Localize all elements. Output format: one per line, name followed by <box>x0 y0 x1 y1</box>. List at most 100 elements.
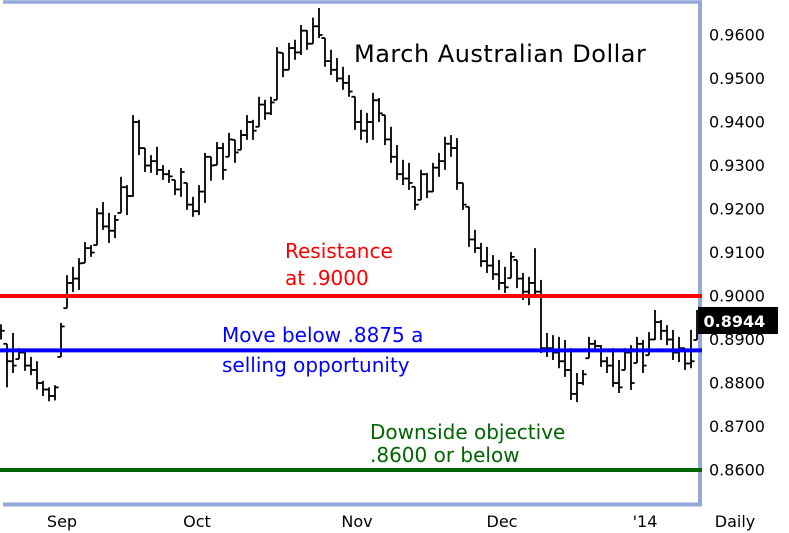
price-bar <box>159 165 167 180</box>
price-bar <box>213 142 221 166</box>
price-bar <box>375 98 383 122</box>
price-bar <box>543 332 551 357</box>
price-bar <box>255 96 263 128</box>
price-bar <box>261 99 269 120</box>
price-bar <box>207 155 215 181</box>
price-bar <box>81 242 89 264</box>
price-bar <box>285 42 293 71</box>
price-bar <box>609 348 617 387</box>
y-axis-label: 0.9300 <box>709 156 765 175</box>
price-bar <box>627 345 635 390</box>
price-bar <box>141 147 149 173</box>
downside-objective-annotation-line2: .8600 or below <box>370 443 520 467</box>
price-bar <box>477 242 485 267</box>
price-bar <box>651 309 659 341</box>
price-bar <box>423 172 431 199</box>
price-bar <box>495 259 503 290</box>
price-bar <box>243 115 251 140</box>
x-axis: Sep Oct Nov Dec '14 Daily <box>47 512 755 531</box>
y-axis-label: 0.9400 <box>709 113 765 132</box>
price-bar <box>171 178 179 196</box>
price-bar <box>663 325 671 346</box>
price-bar <box>201 152 209 203</box>
price-bars <box>0 8 701 403</box>
price-bar <box>339 66 347 90</box>
price-bar <box>447 135 455 157</box>
price-bar <box>351 95 359 130</box>
price-bar <box>507 252 515 280</box>
price-bar <box>39 380 47 397</box>
price-bar <box>459 181 467 210</box>
price-bar <box>381 114 389 146</box>
price-bar <box>321 37 329 67</box>
sell-trigger-annotation-line2: selling opportunity <box>222 353 410 377</box>
price-bar <box>177 168 185 197</box>
price-bar <box>237 129 245 151</box>
timeframe-label: Daily <box>715 512 755 531</box>
price-bar <box>483 246 491 273</box>
y-axis-label: 0.8900 <box>709 330 765 349</box>
price-bar <box>411 185 419 210</box>
price-bar <box>165 169 173 183</box>
price-bar <box>513 258 521 289</box>
price-bar <box>465 205 473 247</box>
price-bar <box>435 152 443 177</box>
price-bar <box>345 75 353 97</box>
price-bar <box>537 279 545 353</box>
price-bar <box>183 181 191 210</box>
plot-border <box>3 0 702 507</box>
price-bar <box>51 385 59 401</box>
price-bar <box>549 335 557 360</box>
x-axis-label-nov: Nov <box>341 512 372 531</box>
price-bar <box>585 336 593 360</box>
y-axis-label: 0.8700 <box>709 417 765 436</box>
y-axis-label: 0.8600 <box>709 461 765 480</box>
price-bar <box>669 329 677 360</box>
price-bar <box>225 132 233 158</box>
price-bar <box>405 162 413 190</box>
price-bar <box>561 339 569 377</box>
price-bar <box>297 24 305 56</box>
price-bar <box>135 119 143 156</box>
y-axis-label: 0.9000 <box>709 287 765 306</box>
price-bar <box>489 255 497 280</box>
price-bar <box>639 339 647 373</box>
price-bar <box>87 245 95 257</box>
x-axis-label-oct: Oct <box>183 512 211 531</box>
price-bar <box>267 96 275 116</box>
y-axis-label: 0.9200 <box>709 200 765 219</box>
x-axis-label-sep: Sep <box>47 512 77 531</box>
price-bar <box>0 324 5 340</box>
price-bar <box>123 185 131 216</box>
last-price-badge-value: 0.8944 <box>704 312 766 331</box>
price-bar <box>357 109 365 140</box>
price-bar <box>315 8 323 39</box>
last-price-badge: 0.8944 <box>698 307 778 334</box>
price-bar <box>441 136 449 170</box>
chart-title: March Australian Dollar <box>354 40 646 68</box>
resistance-annotation-line1: Resistance <box>285 239 393 263</box>
price-bar <box>573 372 581 403</box>
price-bar <box>555 336 563 369</box>
y-axis-label: 0.9500 <box>709 69 765 88</box>
y-axis-label: 0.8800 <box>709 374 765 393</box>
sell-trigger-annotation-line1: Move below .8875 a <box>222 323 423 347</box>
price-bar <box>129 115 137 197</box>
price-bar <box>249 119 257 140</box>
price-bar <box>615 359 623 394</box>
downside-objective-annotation-line1: Downside objective <box>370 420 565 444</box>
price-bar <box>363 112 371 143</box>
price-bar <box>21 351 29 371</box>
resistance-annotation-line2: at .9000 <box>285 266 369 290</box>
price-bar <box>63 275 71 310</box>
y-axis-label: 0.9100 <box>709 243 765 262</box>
price-bar <box>291 39 299 60</box>
x-axis-label-dec: Dec <box>487 512 518 531</box>
price-bar <box>9 332 17 373</box>
price-bar <box>303 29 311 50</box>
price-bar <box>525 276 533 306</box>
price-bar <box>117 176 125 214</box>
price-bar <box>531 248 539 297</box>
